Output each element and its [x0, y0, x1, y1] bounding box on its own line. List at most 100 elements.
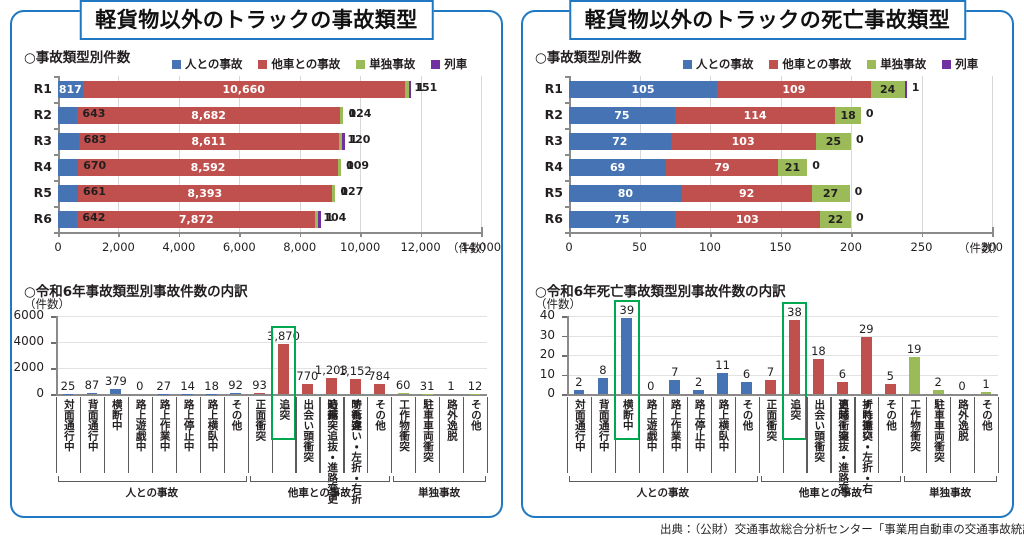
column-bar	[836, 382, 848, 394]
y-tick	[54, 102, 58, 104]
panel-left-title: 軽貨物以外のトラックの事故類型	[95, 8, 418, 32]
category-label-line: その他	[741, 399, 754, 431]
y-tick	[54, 76, 58, 78]
x-tick	[239, 232, 241, 237]
column-value-label: 18	[204, 378, 219, 393]
category-label: その他	[464, 399, 486, 475]
bar-value-label: 80	[617, 186, 634, 200]
category-label: 対面通行中	[568, 399, 590, 475]
legend-right: 人との事故 他車との事故 単独事故 列車	[683, 56, 978, 72]
category-separator	[710, 397, 712, 473]
bar-segment-2	[338, 132, 343, 150]
legend-swatch-icon	[867, 59, 877, 69]
category-label-line: 追越・追抜・進路変更	[326, 399, 339, 504]
y-tick-label: 40	[539, 308, 555, 322]
category-separator	[567, 397, 569, 473]
category-label-line: 対面通行中	[573, 399, 586, 452]
category-separator	[127, 397, 130, 473]
category-separator	[439, 397, 441, 473]
group-bracket-end	[569, 476, 571, 482]
category-label-line: その他	[885, 399, 898, 431]
column-bar	[597, 378, 609, 394]
bar-value-label-outside: 642	[82, 211, 106, 224]
bar-value-label: 103	[731, 134, 755, 148]
group-bracket-end	[389, 476, 391, 482]
x-tick-label: 200	[840, 240, 862, 254]
y-tick-label: 30	[539, 327, 555, 342]
category-label-line: 正面衝突	[765, 399, 778, 441]
column-value-label: 87	[84, 377, 100, 392]
category-label-line: 時衝突	[326, 399, 339, 431]
gridline	[710, 76, 711, 232]
category-label: 背面通行中	[81, 399, 103, 475]
category-label-line: すれ違い・左折・右折	[350, 399, 363, 504]
column-value-label: 7	[671, 365, 679, 380]
category-separator	[199, 397, 201, 473]
category-label-line: 追越・追抜・進路変	[837, 399, 850, 494]
y-tick	[562, 394, 567, 396]
category-separator	[902, 397, 904, 473]
legend-label: 他車との事故	[782, 57, 852, 71]
y-axis-line	[56, 316, 58, 394]
legend-label: 他車との事故	[271, 57, 341, 71]
stacked-bar-chart-left: R1 817 10,660 151 1 R2 8,682 643 124 0 R3 8,611 683 1…	[12, 68, 501, 268]
bar-value-label-outside: 0	[865, 107, 874, 120]
bar-value-label-outside: 1	[416, 81, 425, 94]
bar-value-label-outside: 127	[340, 185, 364, 198]
column-value-label: 0	[647, 379, 655, 393]
category-label-line: 背面通行中	[86, 399, 99, 452]
category-label: 横断中	[105, 399, 127, 475]
bar-segment-2: 24	[870, 80, 905, 98]
table-row: 75 114 18	[569, 106, 861, 124]
x-tick-label: 10,000	[340, 240, 381, 254]
bar-value-label: 8,393	[187, 186, 223, 200]
table-row: 8,682	[58, 106, 344, 124]
bar-value-label-outside: 124	[348, 107, 372, 120]
column-value-label: 6	[742, 367, 751, 382]
x-tick-label: 8,000	[283, 240, 317, 254]
panel-right-title-box: 軽貨物以外のトラックの死亡事故類型	[568, 0, 967, 40]
category-label: 背面通行中	[592, 399, 614, 475]
right-bottom-units: （件数）	[535, 297, 581, 311]
category-label: その他	[975, 399, 997, 475]
y-tick-label: 10	[539, 366, 555, 381]
column-bar	[789, 319, 800, 394]
column-value-label: 19	[906, 341, 922, 356]
category-label-line: 路外逸脱	[445, 399, 458, 441]
bar-segment-0: 75	[569, 106, 675, 124]
category-label-line: 折時衝突	[861, 399, 874, 441]
column-value-label: 1,152	[338, 364, 372, 379]
column-value-label: 2	[934, 375, 942, 390]
column-value-label: 14	[180, 378, 195, 393]
axis-end-tick	[481, 227, 483, 233]
bar-value-label-outside: 0	[340, 185, 349, 198]
category-label: 出会い頭衝突	[807, 399, 829, 475]
bar-value-label-outside: 151	[414, 81, 438, 94]
table-row: 80 92 27	[569, 184, 850, 202]
group-bracket-end	[900, 476, 902, 482]
legend-item-2: 単独事故	[356, 56, 415, 72]
category-label-line: 駐車車両衝突	[422, 399, 434, 462]
x-tick	[780, 232, 782, 237]
panel-left: 軽貨物以外のトラックの事故類型 ○事故類型別件数 （件数） 人との事故 他車との事…	[10, 0, 503, 518]
category-separator	[79, 397, 82, 473]
group-label: 人との事故	[125, 487, 178, 499]
gridline	[56, 368, 487, 369]
x-tick	[299, 232, 302, 237]
table-row: 75 103 22	[569, 210, 851, 228]
category-label-line: 追突	[278, 399, 291, 420]
column-value-label: 5	[886, 369, 894, 384]
left-bottom-units: （件数）	[24, 297, 70, 311]
group-bracket-end	[485, 476, 487, 482]
y-tick-label: 6000	[13, 308, 44, 322]
category-label-line: 路上横臥中	[206, 399, 219, 452]
legend-swatch-icon	[356, 59, 366, 69]
gridline	[921, 76, 923, 232]
category-label: 追突	[784, 399, 806, 475]
panel-right-title: 軽貨物以外のトラックの死亡事故類型	[584, 8, 951, 32]
bar-segment-1: 103	[674, 210, 820, 228]
bar-value-label: 105	[631, 82, 655, 96]
group-bracket-end	[760, 476, 762, 482]
x-tick	[921, 232, 923, 237]
category-label-line: その他	[469, 399, 482, 431]
